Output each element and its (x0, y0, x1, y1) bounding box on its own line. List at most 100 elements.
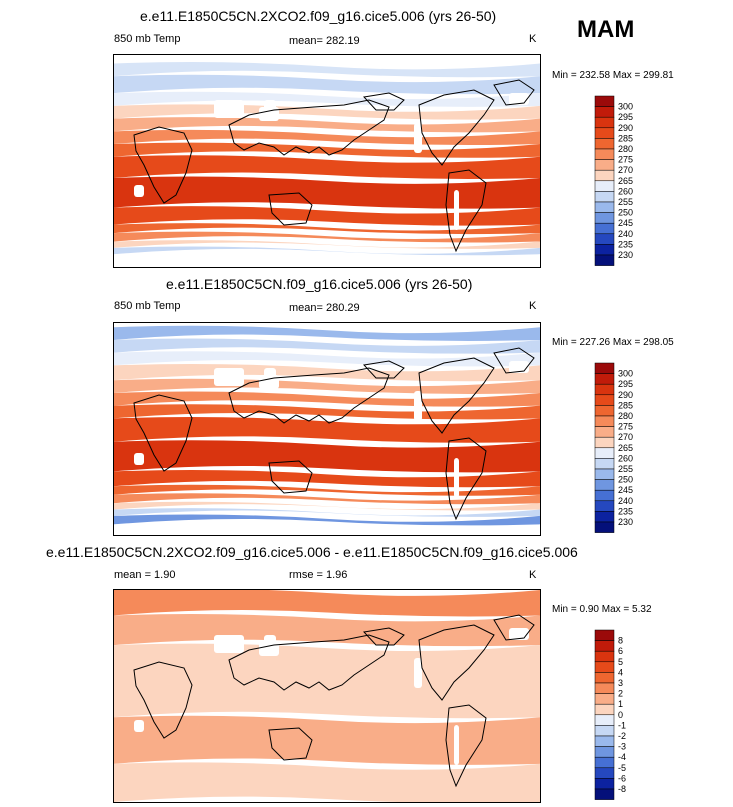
coastline (418, 624, 495, 701)
colorbar-block (594, 500, 615, 512)
panel2-map (113, 322, 541, 536)
contour-band (114, 129, 540, 146)
colorbar-label: 285 (618, 133, 633, 143)
contour-band (114, 514, 540, 526)
colorbar-block (594, 254, 615, 266)
panel1-map (113, 54, 541, 268)
coastline (493, 347, 535, 374)
missing-data-area (414, 123, 422, 153)
colorbar-block (594, 233, 615, 245)
colorbar-label: 290 (618, 390, 633, 400)
map-svg (114, 323, 540, 535)
colorbar-block (594, 212, 615, 224)
coastline (362, 627, 405, 646)
colorbar-block (594, 788, 615, 800)
colorbar-label: 265 (618, 176, 633, 186)
colorbar-block (594, 222, 615, 235)
colorbar-label: 295 (618, 112, 633, 122)
contour-band (114, 484, 540, 496)
colorbar-label: 0 (618, 710, 623, 720)
contour-band (114, 323, 540, 329)
missing-data-area (414, 391, 422, 421)
colorbar-label: 270 (618, 165, 633, 175)
colorbar-label: 5 (618, 657, 623, 667)
contour-band (114, 142, 540, 158)
colorbar-block (594, 735, 615, 747)
colorbar-block (594, 95, 615, 107)
colorbar-block (594, 394, 615, 406)
colorbar-block (594, 244, 615, 256)
missing-data-area (214, 635, 244, 653)
contour-band (114, 252, 540, 267)
colorbar-block (594, 106, 615, 118)
colorbar-label: 280 (618, 144, 633, 154)
contour-band (114, 231, 540, 243)
colorbar-block (594, 682, 615, 694)
coastline (133, 126, 193, 204)
colorbar-block (594, 640, 615, 652)
panel2-mean: mean= 280.29 (289, 302, 360, 314)
contour-band (114, 590, 540, 617)
colorbar-label: -3 (618, 742, 626, 752)
coastline (362, 92, 405, 111)
colorbar-block (594, 201, 615, 213)
colorbar-block (594, 383, 615, 396)
panel3-minmax: Min = 0.90 Max = 5.32 (552, 604, 652, 615)
contour-band (114, 62, 540, 78)
colorbar-block (594, 405, 615, 417)
missing-data-area (264, 368, 276, 378)
colorbar-label: -5 (618, 763, 626, 773)
colorbar-block (594, 725, 615, 737)
missing-data-area (214, 100, 244, 118)
colorbar-label: 6 (618, 646, 623, 656)
colorbar-label: 300 (618, 102, 633, 112)
coastline (133, 394, 193, 472)
panel1-colorbar: 300 295 290 285 280 275 270 265 260 255 250 245 240 2… (594, 95, 644, 272)
colorbar-label: 1 (618, 699, 623, 709)
missing-data-area (134, 453, 144, 465)
colorbar-label: 2 (618, 689, 623, 699)
colorbar-block (594, 489, 615, 502)
coastline (418, 357, 495, 434)
colorbar-label: 250 (618, 475, 633, 485)
coastline (362, 360, 405, 379)
contour-band (114, 416, 540, 443)
colorbar-label: 8 (618, 636, 623, 646)
colorbar-block (594, 521, 615, 533)
contour-band (114, 176, 540, 209)
colorbar-block (594, 650, 615, 663)
colorbar-label: -4 (618, 752, 626, 762)
contour-band (114, 351, 540, 367)
contour-band (114, 469, 540, 488)
contour-band (114, 391, 540, 407)
colorbar-label: 240 (618, 496, 633, 506)
contour-band (114, 338, 540, 354)
panel3-rmse: rmse = 1.96 (289, 569, 348, 581)
colorbar-block (594, 426, 615, 438)
panel1-variable: 850 mb Temp (114, 33, 181, 45)
colorbar-label: 285 (618, 400, 633, 410)
colorbar-block (594, 629, 615, 641)
colorbar-label: 245 (618, 218, 633, 228)
colorbar-block (594, 714, 615, 726)
colorbar-label: 230 (618, 250, 633, 260)
contour-band (114, 643, 540, 719)
colorbar-label: -1 (618, 720, 626, 730)
panel3-colorbar: 8 6 5 4 3 2 1 0 -1 -2 -3 -4 -5 -6 -8 (594, 629, 644, 806)
colorbar-block (594, 436, 615, 449)
coastline (268, 460, 313, 494)
colorbar-label: 235 (618, 506, 633, 516)
missing-data-area (264, 635, 276, 645)
panel2-minmax: Min = 227.26 Max = 298.05 (552, 337, 674, 348)
colorbar-block (594, 191, 615, 203)
missing-data-area (454, 458, 459, 498)
contour-band (114, 522, 540, 535)
season-label: MAM (577, 16, 635, 43)
colorbar-block (594, 778, 615, 790)
contour-band (114, 325, 540, 341)
coastline (493, 79, 535, 106)
contour-band (114, 508, 540, 517)
colorbar-block (594, 746, 615, 758)
colorbar-block (594, 672, 615, 684)
colorbar-label: 245 (618, 485, 633, 495)
